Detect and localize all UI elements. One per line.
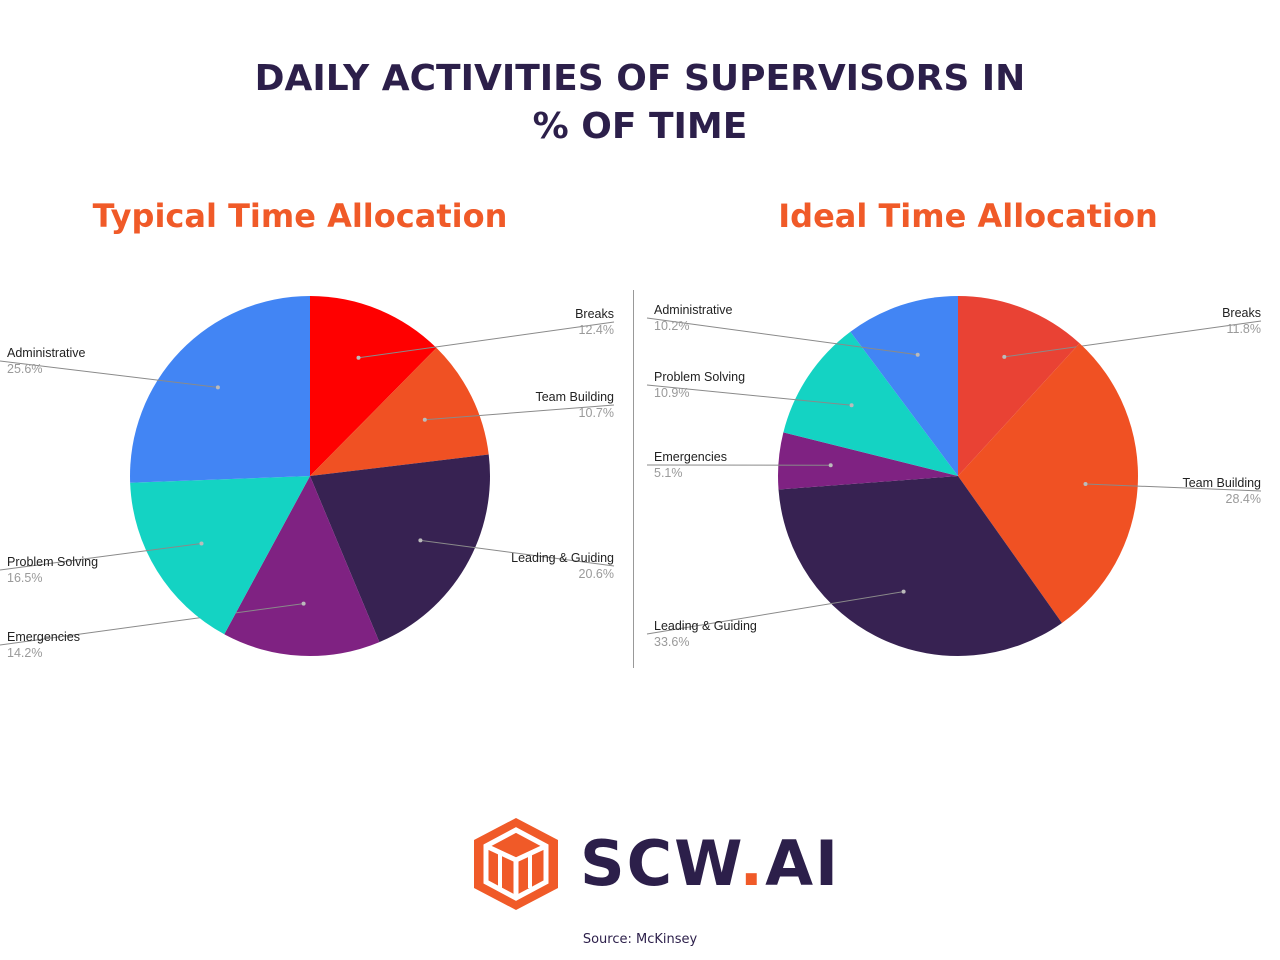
typical-leader-dot-emergencies: [301, 601, 306, 606]
typical-label-administrative: Administrative: [7, 346, 86, 360]
ideal-slice-team-building: [958, 343, 1138, 623]
typical-leader-problem-solving: [0, 543, 202, 571]
ideal-slice-leading-and-guiding: [778, 476, 1062, 656]
ideal-slice-administrative: [850, 296, 958, 476]
scwai-logo-icon: [474, 818, 558, 910]
typical-leader-dot-problem-solving: [199, 541, 204, 546]
typical-value-problem-solving: 16.5%: [7, 571, 42, 585]
ideal-label-administrative: Administrative: [654, 303, 733, 317]
typical-label-emergencies: Emergencies: [7, 630, 80, 644]
typical-slice-emergencies: [224, 476, 380, 657]
ideal-leader-dot-problem-solving: [849, 403, 854, 408]
typical-slice-breaks: [310, 296, 437, 476]
typical-slice-administrative: [130, 296, 310, 483]
typical-leader-team-building: [424, 404, 615, 421]
ideal-slice-problem-solving: [783, 331, 958, 476]
ideal-leader-team-building: [1085, 483, 1262, 492]
typical-value-leading-and-guiding: 20.6%: [579, 567, 614, 581]
ideal-pie-chart: Breaks 11.8% Team Building 28.4% Leading & G…: [646, 296, 1262, 656]
ideal-leader-dot-emergencies: [828, 463, 833, 468]
typical-leader-administrative: [0, 360, 218, 388]
ideal-value-administrative: 10.2%: [654, 319, 689, 333]
ideal-leader-dot-team-building: [1083, 482, 1088, 486]
ideal-leader-dot-leading-and-guiding: [901, 589, 906, 594]
ideal-leader-administrative: [646, 317, 918, 356]
ideal-label-problem-solving: Problem Solving: [654, 370, 745, 384]
typical-value-breaks: 12.4%: [579, 323, 614, 337]
brand-suffix: AI: [765, 827, 841, 900]
main-title-line1: DAILY ACTIVITIES OF SUPERVISORS IN: [254, 58, 1026, 99]
chart-divider: [633, 290, 634, 668]
ideal-chart-title: Ideal Time Allocation: [778, 197, 1158, 235]
typical-leader-emergencies: [0, 603, 304, 646]
main-title: DAILY ACTIVITIES OF SUPERVISORS IN % OF …: [0, 55, 1280, 151]
typical-leader-dot-team-building: [422, 417, 427, 422]
ideal-label-breaks: Breaks: [1222, 306, 1261, 320]
main-title-line2: % OF TIME: [532, 106, 748, 147]
typical-leader-dot-leading-and-guiding: [418, 538, 423, 543]
typical-leader-leading-and-guiding: [420, 539, 615, 567]
typical-leader-dot-administrative: [215, 385, 220, 390]
brand-name: SCW.AI: [580, 826, 840, 902]
typical-value-emergencies: 14.2%: [7, 646, 42, 660]
typical-slice-leading-and-guiding: [310, 454, 491, 643]
brand-text: SCW: [580, 827, 740, 900]
ideal-leader-breaks: [1004, 320, 1262, 358]
ideal-value-emergencies: 5.1%: [654, 466, 683, 480]
typical-label-team-building: Team Building: [535, 390, 614, 404]
typical-leader-dot-breaks: [356, 355, 361, 360]
typical-label-leading-and-guiding: Leading & Guiding: [511, 551, 614, 565]
typical-label-problem-solving: Problem Solving: [7, 555, 98, 569]
ideal-label-emergencies: Emergencies: [654, 450, 727, 464]
typical-slice-team-building: [310, 347, 489, 476]
ideal-value-team-building: 28.4%: [1226, 492, 1261, 506]
ideal-label-team-building: Team Building: [1182, 476, 1261, 490]
ideal-leader-dot-administrative: [915, 352, 920, 357]
source-note: Source: McKinsey: [582, 932, 698, 947]
typical-slice-problem-solving: [130, 476, 310, 635]
ideal-slice-emergencies: [777, 432, 958, 490]
ideal-leader-problem-solving: [646, 384, 852, 406]
typical-label-breaks: Breaks: [575, 307, 614, 321]
typical-leader-breaks: [358, 321, 615, 359]
ideal-label-leading-and-guiding: Leading & Guiding: [654, 619, 757, 633]
ideal-slice-breaks: [958, 296, 1080, 476]
typical-chart-title: Typical Time Allocation: [92, 197, 508, 235]
ideal-value-leading-and-guiding: 33.6%: [654, 635, 689, 649]
ideal-leader-dot-breaks: [1002, 354, 1007, 359]
typical-pie-chart: Breaks 12.4% Team Building 10.7% Leading & G…: [0, 296, 615, 660]
brand-dot: .: [739, 827, 766, 900]
ideal-value-breaks: 11.8%: [1226, 322, 1261, 336]
typical-value-administrative: 25.6%: [7, 362, 42, 376]
ideal-value-problem-solving: 10.9%: [654, 386, 689, 400]
typical-value-team-building: 10.7%: [579, 406, 614, 420]
ideal-leader-leading-and-guiding: [646, 591, 904, 635]
